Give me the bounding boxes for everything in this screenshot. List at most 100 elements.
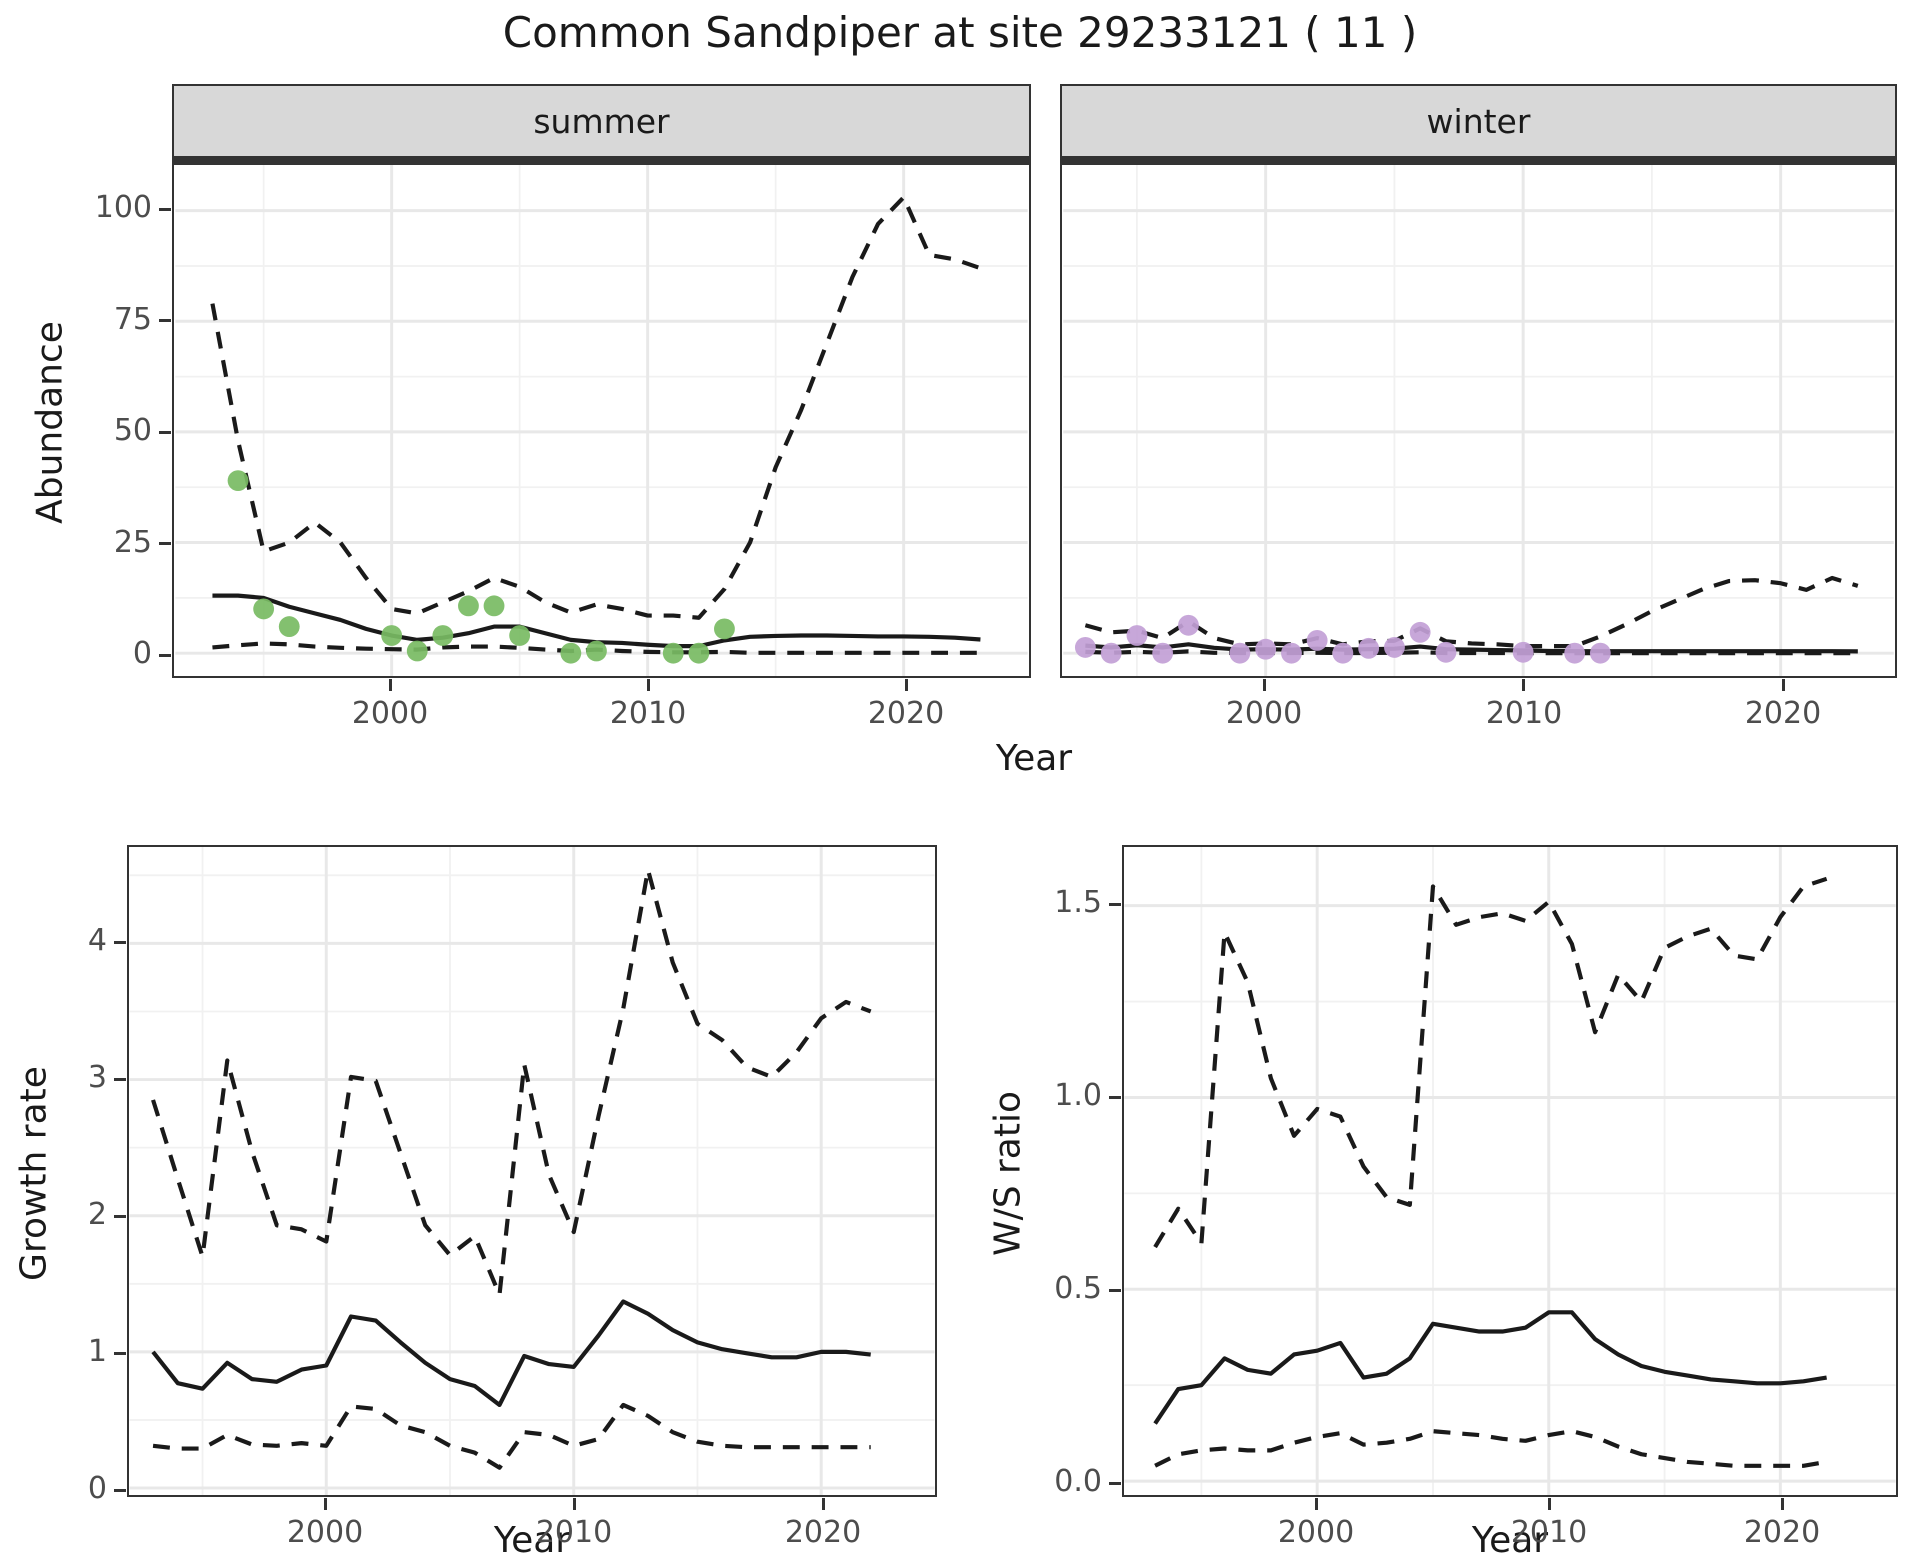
abundance-axis-title: Abundance [29,321,71,524]
winter-observed-point [1255,638,1277,660]
growth-ytick-label: 0 [87,1471,107,1506]
summer-ytick-label: 100 [94,190,152,225]
ws-ytick-label: 1.5 [1054,885,1102,920]
growth-xtick-label: 2020 [784,1515,862,1550]
winter-observed-point [1100,642,1122,664]
growth-xtick-label: 2000 [286,1515,364,1550]
summer-abundance-plot [172,163,1031,678]
summer-xtick [647,679,650,691]
winter-xtick-label: 2020 [1744,696,1822,731]
growth-ytick-label: 2 [87,1197,107,1232]
growth-xtick [573,1498,576,1510]
growth-ytick-label: 4 [87,923,107,958]
ws-ytick-label: 0.5 [1054,1271,1102,1306]
ws-xtick [1548,1498,1551,1510]
winter-observed-point [1512,641,1534,663]
chart-title: Common Sandpiper at site 29233121 ( 11 ) [502,8,1418,57]
top-year-axis-title: Year [995,738,1073,779]
ws-ytick-label: 0.0 [1054,1464,1102,1499]
summer-observed-point [509,625,531,646]
summer-ytick [159,208,171,211]
winter-observed-point [1358,637,1380,659]
strip-underline-winter [1060,157,1897,163]
growth-ytick [114,1489,126,1492]
winter-observed-point [1435,641,1457,663]
summer-xtick [389,679,392,691]
growth-median_fit-line [151,1299,871,1408]
ws-ytick [1109,903,1121,906]
winter-xtick [1782,679,1785,691]
winter-xtick [1522,679,1525,691]
ws-xtick-label: 2020 [1743,1515,1821,1550]
growth-rate-plot [127,845,937,1497]
summer-observed-point [560,642,582,664]
ws-upper_95ci-line [1153,876,1828,1249]
winter-observed-point [1384,637,1405,658]
ws-ytick-label: 1.0 [1054,1078,1102,1113]
winter-xtick [1263,679,1266,691]
winter-upper_95ci-line [1084,575,1859,649]
summer-observed-point [688,642,710,664]
winter-observed-point [1074,637,1096,658]
ws-lower_95ci-line [1154,1429,1827,1468]
summer-observed-point [381,625,403,646]
summer-ytick-label: 0 [132,636,152,671]
ws-xtick-label: 2000 [1277,1515,1355,1550]
ws-ratio-axis-title: W/S ratio [987,1090,1029,1257]
winter-observed-point [1229,642,1251,664]
summer-upper_95ci-line [210,195,982,620]
winter-observed-point [1564,642,1586,664]
winter-xtick-label: 2010 [1485,696,1563,731]
winter-lower_95ci-line [1085,649,1858,656]
summer-observed-point [227,470,249,492]
summer-observed-point [432,625,454,646]
growth-ytick [114,1215,126,1218]
summer-observed-point [483,595,505,617]
ws-xtick [1781,1498,1784,1510]
facet-strip-summer: summer [172,84,1031,158]
ws-xtick [1315,1498,1318,1510]
summer-xtick-label: 2010 [609,696,687,731]
growth-ytick [114,1078,126,1081]
facet-label-winter: winter [1426,101,1531,141]
winter-observed-point [1152,642,1174,664]
summer-ytick [159,431,171,434]
ws-ytick [1109,1096,1121,1099]
winter-observed-point [1178,614,1199,636]
summer-xtick-label: 2000 [351,696,429,731]
summer-ytick [159,319,171,322]
summer-ytick-label: 50 [113,413,152,448]
facet-label-summer: summer [533,101,670,141]
summer-observed-point [586,640,607,662]
summer-xtick [905,679,908,691]
summer-xtick-label: 2020 [867,696,945,731]
summer-observed-point [406,640,428,662]
summer-ytick-label: 25 [113,525,152,560]
summer-ytick [159,654,171,657]
growth-year-axis-title: Year [493,1520,571,1560]
growth-xtick [822,1498,825,1510]
growth-xtick [324,1498,327,1510]
winter-observed-point [1281,642,1302,664]
winter-abundance-plot [1060,163,1897,678]
summer-median_fit-line [212,593,981,649]
summer-ytick [159,542,171,545]
summer-ytick-label: 75 [113,302,152,337]
ws-xtick-label: 2010 [1510,1515,1588,1550]
ws-year-axis-title: Year [1471,1520,1549,1560]
growth-xtick-label: 2010 [535,1515,613,1550]
winter-observed-point [1126,625,1148,646]
ws-ratio-plot [1122,845,1898,1497]
winter-observed-point [1306,629,1328,651]
growth-lower_95ci-line [152,1402,871,1470]
summer-observed-point [662,642,684,664]
growth-ytick-label: 3 [87,1060,107,1095]
winter-observed-point [1409,621,1431,643]
growth-ytick [114,1352,126,1355]
growth-ytick-label: 1 [87,1334,107,1369]
summer-observed-point [253,598,275,620]
winter-observed-point [1589,642,1611,664]
summer-observed-point [458,595,479,617]
ws-ytick [1109,1482,1121,1485]
